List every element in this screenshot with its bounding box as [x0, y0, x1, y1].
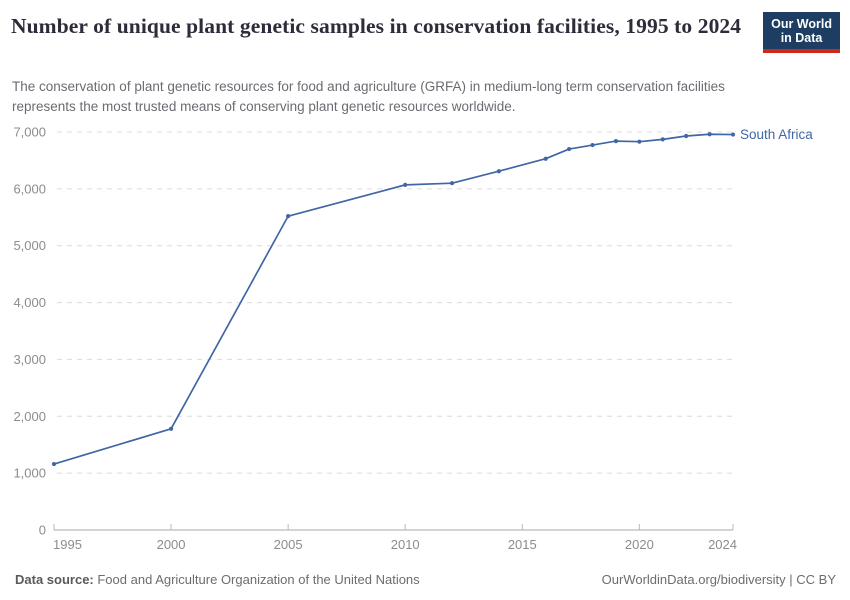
y-tick-label: 0 [39, 523, 46, 538]
data-point[interactable] [684, 133, 689, 139]
data-point[interactable] [590, 142, 595, 148]
data-source-label: Data source: [15, 572, 94, 587]
x-tick-label: 2024 [708, 537, 737, 552]
y-tick-label: 4,000 [13, 295, 46, 310]
chart-title: Number of unique plant genetic samples i… [11, 14, 742, 38]
line-chart[interactable]: 0 1,000 2,000 3,000 4,000 5,000 6,000 7,000 1995… [0, 118, 850, 568]
data-point[interactable] [660, 137, 665, 142]
y-tick-label: 1,000 [13, 466, 46, 481]
y-tick-label: 3,000 [13, 352, 46, 367]
data-point[interactable] [168, 426, 174, 431]
x-tick-label: 2020 [625, 537, 654, 552]
data-point[interactable] [543, 156, 548, 161]
x-tick-label: 2010 [391, 537, 420, 552]
series-line[interactable] [53, 133, 734, 465]
y-tick-label: 5,000 [13, 238, 46, 253]
data-point[interactable] [51, 461, 57, 467]
data-point[interactable] [707, 132, 712, 137]
data-point[interactable] [496, 169, 501, 174]
x-tick-label: 2000 [157, 537, 186, 552]
y-tick-label: 7,000 [13, 125, 46, 140]
series-label[interactable]: South Africa [740, 127, 813, 142]
owid-logo[interactable]: Our World in Data [763, 12, 840, 53]
y-tick-label: 2,000 [13, 409, 46, 424]
data-point[interactable] [730, 132, 736, 137]
x-tick-label: 2015 [508, 537, 537, 552]
y-tick-label: 6,000 [13, 181, 46, 196]
owid-logo-line1: Our World [771, 17, 832, 31]
data-point[interactable] [286, 214, 291, 219]
data-source-text: Food and Agriculture Organization of the… [93, 572, 420, 587]
owid-logo-line2: in Data [780, 31, 823, 45]
data-point[interactable] [613, 138, 619, 144]
x-tick-label: 2005 [274, 537, 303, 552]
data-point[interactable] [637, 139, 642, 144]
data-source: Data source: Food and Agriculture Organi… [15, 572, 420, 587]
chart-subtitle: The conservation of plant genetic resour… [12, 79, 725, 114]
x-tick-label: 1995 [53, 537, 82, 552]
chart-footer: Data source: Food and Agriculture Organi… [15, 572, 836, 587]
data-point[interactable] [449, 181, 455, 186]
data-point[interactable] [403, 182, 408, 187]
data-point[interactable] [567, 146, 572, 152]
citation-link[interactable]: OurWorldinData.org/biodiversity | CC BY [601, 572, 836, 587]
